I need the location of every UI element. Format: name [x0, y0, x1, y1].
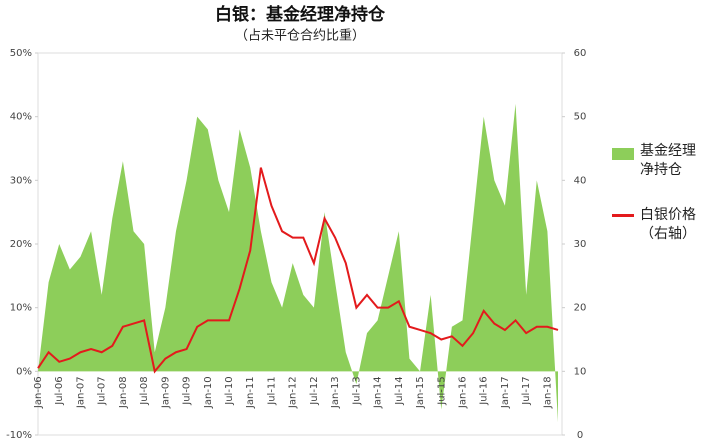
x-tick-label: Jan-11	[245, 376, 256, 409]
x-tick-label: Jul-13	[351, 376, 362, 405]
x-tick-label: Jul-15	[436, 376, 447, 405]
x-tick-label: Jul-12	[309, 376, 320, 405]
y-tick-label: -10%	[6, 430, 32, 441]
line	[37, 167, 559, 374]
x-tick-label: Jan-10	[203, 376, 214, 409]
legend-swatch	[612, 214, 634, 217]
y2-tick-label: 40	[574, 175, 587, 186]
x-tick-label: Jul-17	[521, 376, 532, 405]
x-tick-label: Jan-12	[288, 376, 299, 409]
y-tick-label: 40%	[10, 112, 32, 123]
y2-tick-label: 30	[574, 239, 587, 250]
y-tick-label: 50%	[10, 48, 32, 59]
y-tick-label: 20%	[10, 239, 32, 250]
x-tick-label: Jan-15	[415, 376, 426, 409]
legend-label: 白银价格（右轴）	[640, 207, 696, 242]
y-tick-label: 30%	[10, 175, 32, 186]
y-tick-label: 0%	[16, 366, 32, 377]
y2-tick-label: 0	[577, 430, 583, 441]
y2-tick-label: 50	[574, 112, 587, 123]
x-tick-label: Jul-10	[224, 376, 235, 405]
legend-swatch	[612, 148, 634, 160]
y-tick-label: 10%	[10, 303, 32, 314]
x-tick-label: Jan-16	[457, 376, 468, 409]
x-tick-label: Jul-07	[97, 376, 108, 405]
y2-tick-label: 10	[574, 366, 587, 377]
chart-title: 白银：基金经理净持仓	[215, 4, 386, 25]
x-tick-label: Jan-13	[330, 376, 341, 409]
x-tick-label: Jul-08	[139, 376, 150, 405]
area	[38, 103, 558, 423]
x-tick-label: Jan-09	[160, 376, 171, 409]
x-tick-label: Jan-18	[542, 376, 553, 409]
y2-tick-label: 60	[574, 48, 587, 59]
y2-tick-label: 20	[574, 303, 587, 314]
x-tick-label: Jan-14	[373, 376, 384, 409]
x-tick-label: Jul-06	[54, 376, 65, 405]
chart-subtitle: （占未平仓合约比重）	[235, 28, 365, 44]
x-tick-label: Jul-09	[182, 376, 193, 405]
x-tick-label: Jan-06	[33, 376, 44, 409]
x-tick-label: Jul-16	[479, 376, 490, 405]
x-tick-label: Jan-07	[75, 376, 86, 409]
x-tick-label: Jul-14	[394, 376, 405, 405]
x-tick-label: Jan-08	[118, 376, 129, 409]
legend-label: 基金经理净持仓	[640, 143, 696, 178]
x-tick-label: Jul-11	[266, 376, 277, 405]
x-tick-label: Jan-17	[500, 376, 511, 409]
